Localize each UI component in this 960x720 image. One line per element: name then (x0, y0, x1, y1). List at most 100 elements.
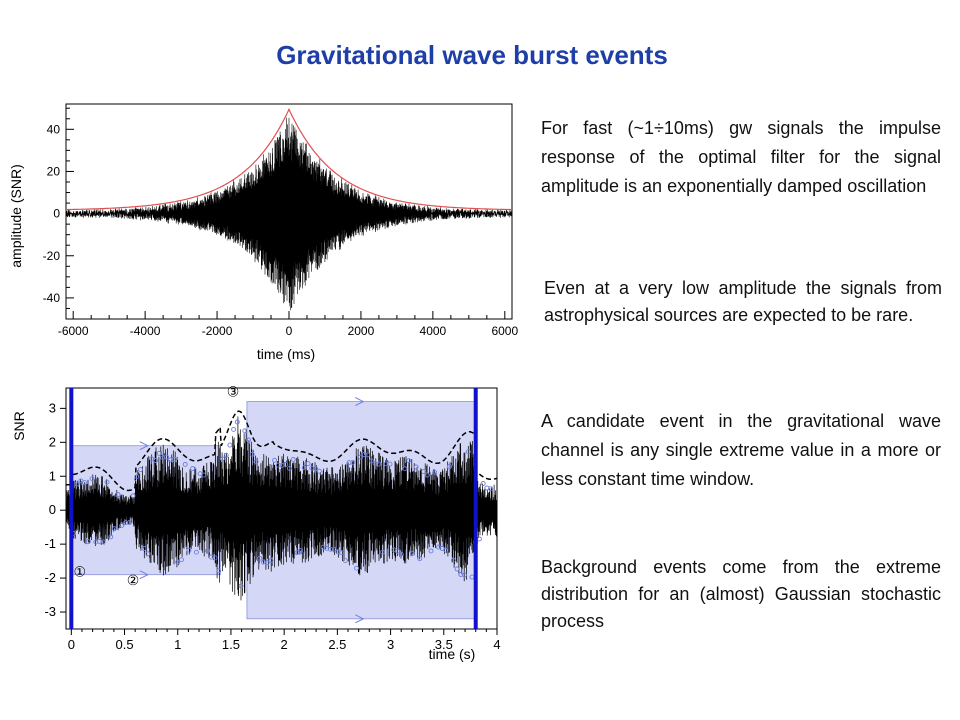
peak-marker (480, 481, 486, 486)
y-tick-label: 40 (47, 122, 61, 136)
x-tick-label: -2000 (202, 324, 233, 338)
chart-bottom-candidate-events: ① ② ③ 0 0.5 1 1.5 2 2.5 3 3.5 4 3 2 1 0 -1 -2 -3 time (s) SN… (11, 384, 501, 662)
event-annotation: ① (74, 563, 87, 579)
y-axis-label: SNR (11, 411, 27, 441)
event-annotation: ② (127, 572, 140, 588)
peak-marker (272, 457, 278, 463)
peak-marker (108, 534, 114, 540)
y-tick-label: -40 (43, 291, 61, 305)
peak-marker (111, 526, 117, 532)
peak-marker (432, 469, 438, 475)
peak-marker (339, 550, 345, 556)
peak-marker (413, 464, 419, 470)
peak-marker (354, 565, 359, 571)
peak-marker (134, 474, 140, 480)
peak-marker (89, 476, 95, 482)
window-arrow (355, 397, 365, 407)
peak-marker (331, 546, 337, 552)
y-tick-label: 1 (49, 468, 56, 483)
window-arrow (355, 614, 365, 624)
y-tick-label: -20 (43, 249, 61, 263)
x-tick-label: 0.5 (115, 637, 133, 652)
peak-marker (115, 492, 121, 497)
peak-marker (488, 486, 494, 492)
peak-marker (398, 551, 404, 557)
peak-marker (380, 549, 386, 555)
y-tick-label: 20 (47, 164, 61, 178)
peak-marker (104, 479, 110, 485)
peak-marker (368, 458, 374, 464)
peak-marker (175, 559, 181, 565)
x-tick-label: 2000 (348, 324, 375, 338)
peak-marker (190, 466, 196, 472)
x-tick-label: 2 (281, 637, 288, 652)
peak-marker (193, 549, 199, 555)
x-tick-label: 1 (174, 637, 181, 652)
x-tick-label: 3 (387, 637, 394, 652)
peak-marker (376, 461, 382, 467)
window-arrow (139, 441, 149, 451)
x-tick-label: 0 (286, 324, 293, 338)
peak-marker (268, 558, 274, 563)
peak-marker (164, 454, 170, 460)
y-tick-label: 0 (49, 502, 56, 517)
peak-marker (316, 468, 322, 474)
peak-marker (145, 551, 151, 557)
peak-marker (287, 465, 292, 471)
peak-marker (130, 493, 136, 499)
y-axis-label: amplitude (SNR) (8, 164, 24, 267)
text-impulse-response: For fast (~1÷10ms) gw signals the impuls… (541, 118, 941, 196)
envelope-dashed (66, 410, 498, 492)
peak-marker (465, 449, 471, 455)
x-tick-label: 1.5 (222, 637, 240, 652)
y-tick-label: 3 (49, 400, 56, 415)
peak-marker (249, 451, 255, 457)
peak-marker (171, 456, 177, 462)
peak-marker (246, 437, 251, 443)
peak-marker (234, 419, 240, 425)
peak-marker (447, 464, 453, 469)
peak-marker (424, 472, 430, 478)
peak-marker (201, 472, 207, 478)
peak-marker (298, 548, 304, 554)
peak-marker (141, 546, 147, 551)
peak-marker (82, 480, 88, 486)
peak-marker (253, 459, 259, 465)
peak-marker (219, 456, 225, 462)
y-tick-label: -3 (44, 604, 56, 619)
peak-marker (100, 539, 106, 545)
peak-marker (138, 467, 143, 473)
peak-marker (409, 551, 415, 556)
peak-marker (313, 466, 319, 472)
peak-marker (305, 461, 311, 467)
y-tick-label: 0 (53, 207, 60, 221)
envelope-line (66, 107, 512, 211)
x-tick-label: 3.5 (435, 637, 453, 652)
y-tick-label: 2 (49, 434, 56, 449)
window-arrow (139, 570, 149, 580)
peak-marker (242, 428, 248, 434)
page-title: Gravitational wave burst events (276, 40, 668, 70)
peak-marker (387, 461, 393, 467)
x-tick-label: 0 (68, 637, 75, 652)
peak-marker (186, 547, 192, 553)
text-candidate-event: A candidate event in the gravitational w… (541, 411, 941, 489)
peak-marker (231, 426, 237, 432)
peak-marker (257, 555, 263, 561)
peak-marker (119, 522, 125, 528)
peak-marker (301, 465, 307, 471)
y-tick-label: -2 (44, 570, 56, 585)
peak-marker (454, 566, 460, 572)
peak-marker (283, 461, 289, 467)
peak-marker (216, 568, 222, 574)
x-axis-label: time (ms) (257, 346, 315, 362)
peak-marker (126, 520, 132, 526)
peak-marker (290, 457, 296, 462)
peak-marker (152, 458, 158, 463)
peak-marker (417, 556, 423, 562)
peak-marker (74, 481, 80, 487)
peak-marker (223, 452, 229, 458)
text-background-events: Background events come from the extreme … (541, 557, 941, 631)
peak-marker (395, 548, 400, 554)
y-tick-label: -1 (44, 536, 56, 551)
